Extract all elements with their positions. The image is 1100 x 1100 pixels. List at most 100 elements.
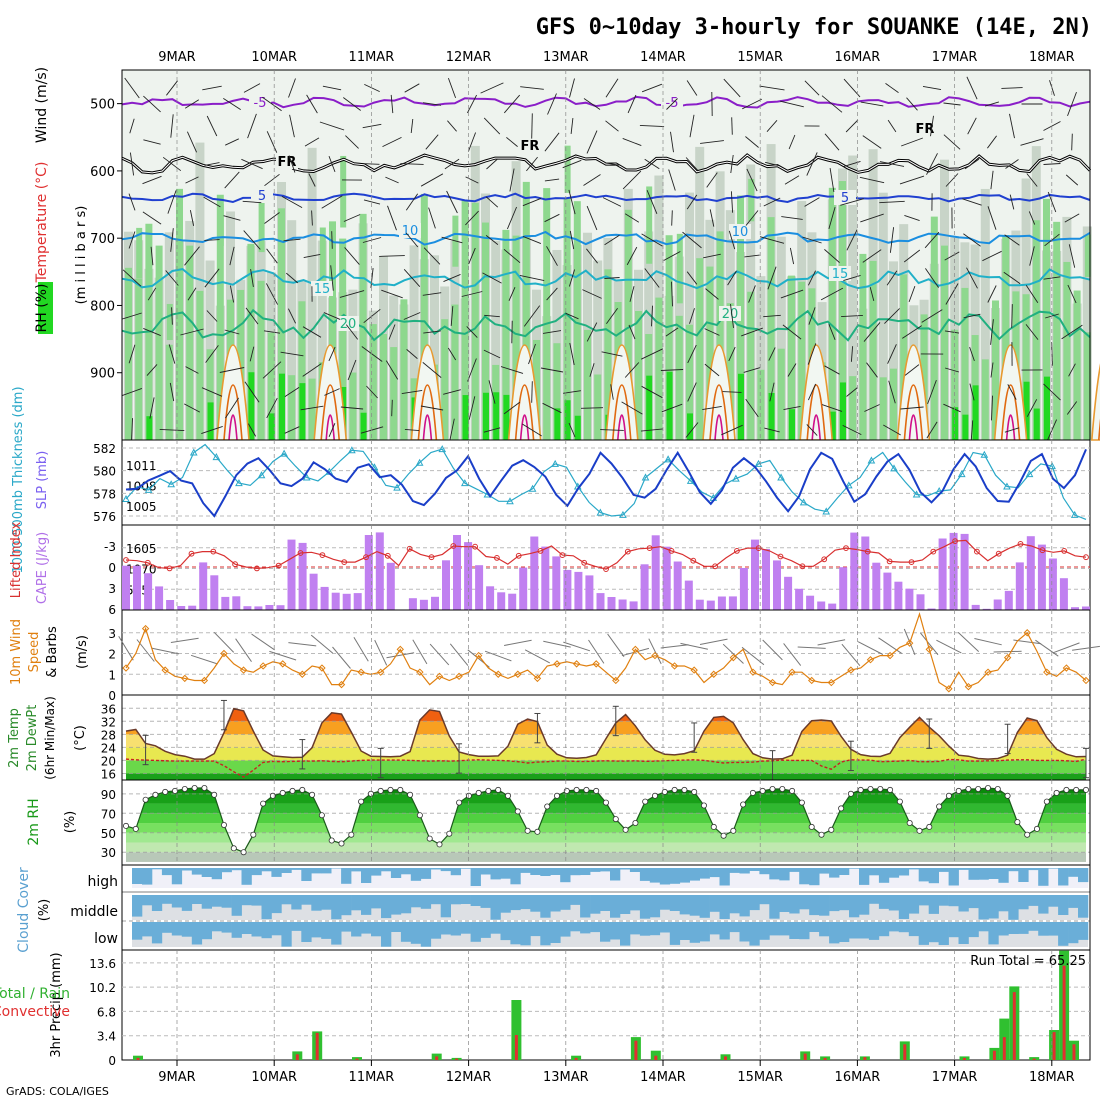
contour-label-bg: [249, 95, 271, 110]
rh-band-high: [840, 382, 846, 440]
date-label-top: 12MAR: [446, 50, 492, 65]
panel-frame: [121, 609, 1091, 696]
wind-barb: [887, 344, 897, 364]
wind-barb: [263, 330, 281, 334]
wind-barb: [783, 405, 801, 411]
cloud-cover-bar: [988, 868, 999, 879]
rh-band-high: [207, 402, 214, 440]
wind-barb: [508, 287, 516, 301]
rh-band-light: [512, 235, 520, 440]
wind-barb: [731, 117, 733, 135]
run-total-annotation: Run Total = 65.25: [970, 954, 1086, 969]
wind-speed-point: [651, 651, 659, 660]
wind-barb: [562, 159, 582, 169]
thickness-point: [890, 464, 898, 472]
cloud-cover-bar: [271, 895, 282, 914]
wind-barb: [206, 115, 218, 137]
rh-band-light: [879, 377, 887, 440]
rh-band-high: [360, 412, 367, 440]
li-point: [886, 558, 893, 565]
rh-point: [808, 823, 815, 830]
li-point: [864, 548, 871, 555]
wind-barb: [542, 402, 562, 414]
cape-bar: [232, 596, 241, 610]
contour-label: 5: [841, 191, 849, 206]
cape-bar: [552, 556, 561, 610]
rh-band-high: [146, 416, 153, 440]
precip-convective-bar: [455, 1058, 459, 1060]
cloud-cover-bar: [301, 868, 312, 881]
wind-barb: [519, 274, 545, 282]
wind-barb: [743, 367, 761, 373]
cloud-cover-bar: [878, 895, 890, 909]
wind-barb: [665, 327, 679, 337]
y-tick-label: 2: [108, 648, 116, 662]
cape-bar: [1059, 578, 1068, 610]
wind-barb: [824, 249, 840, 263]
date-label-top: 16MAR: [835, 50, 881, 65]
rh-band-mid: [217, 204, 224, 246]
rh-band-high: [279, 373, 285, 440]
wind-barb: [841, 643, 861, 667]
wind-barb: [963, 313, 981, 319]
cloud-cover-bar: [679, 922, 690, 940]
wind-barb: [944, 251, 960, 261]
precip-convective-bar: [903, 1044, 907, 1060]
wind-barb: [969, 383, 975, 401]
cloud-cover-bar: [321, 922, 332, 939]
y-tick-label: 578: [93, 487, 116, 501]
cloud-cover-bar: [460, 922, 471, 934]
thickness-point: [844, 481, 853, 489]
wind-barb: [601, 351, 623, 357]
rh-legend-swatch: [38, 282, 53, 334]
rh-point: [397, 786, 404, 793]
rh-point: [367, 790, 374, 797]
rh-point: [965, 786, 972, 793]
wind-barb: [648, 638, 662, 665]
wind-barb: [420, 173, 444, 187]
cloud-cover-bar: [1038, 868, 1049, 886]
cape-bar: [806, 595, 815, 610]
cloud-cover-bar: [1028, 868, 1039, 871]
wind-barb: [310, 634, 334, 654]
rh-point: [544, 803, 551, 810]
wind-speed-point: [612, 676, 620, 685]
wind-barb: [741, 327, 763, 337]
contour-label-bg: [337, 316, 359, 331]
contour-label: -5: [254, 96, 267, 111]
wind-speed-point: [494, 670, 502, 678]
rh-point: [456, 799, 463, 806]
thickness-point: [641, 473, 650, 481]
wind-barb: [859, 176, 885, 184]
thickness-point: [189, 448, 198, 456]
rh-point: [1024, 831, 1031, 838]
wind-speed-point: [670, 662, 679, 670]
wind-barb: [266, 131, 278, 153]
cloud-cover-bar: [510, 922, 521, 945]
y-tick-label: 13.6: [89, 957, 116, 971]
wind-barb: [807, 383, 817, 401]
wind-barb: [583, 98, 601, 110]
cape-bar: [982, 608, 991, 610]
cape-bar: [177, 606, 186, 610]
wind-barb: [540, 367, 564, 373]
cloud-cover-bar: [480, 868, 491, 875]
wind-barb: [1011, 304, 1013, 328]
cloud-cover-bar: [769, 868, 780, 880]
cloud-cover-bar: [928, 868, 939, 884]
wind-barb: [663, 251, 681, 261]
temp-contour-35: [811, 414, 821, 441]
cloud-cover-bar: [1058, 868, 1069, 886]
wind-barb: [629, 286, 635, 302]
cloud-cover-bar: [958, 922, 969, 944]
rh-point: [622, 826, 629, 833]
rh-point: [1053, 789, 1060, 796]
thickness-point: [257, 471, 266, 479]
rh-point: [446, 830, 453, 837]
cape-bar: [375, 532, 384, 610]
thickness-point: [348, 446, 356, 454]
cape-bar: [971, 604, 980, 610]
cloud-cover-bar: [381, 868, 392, 872]
warm-plume: [896, 344, 931, 441]
wind-barb: [957, 632, 980, 652]
